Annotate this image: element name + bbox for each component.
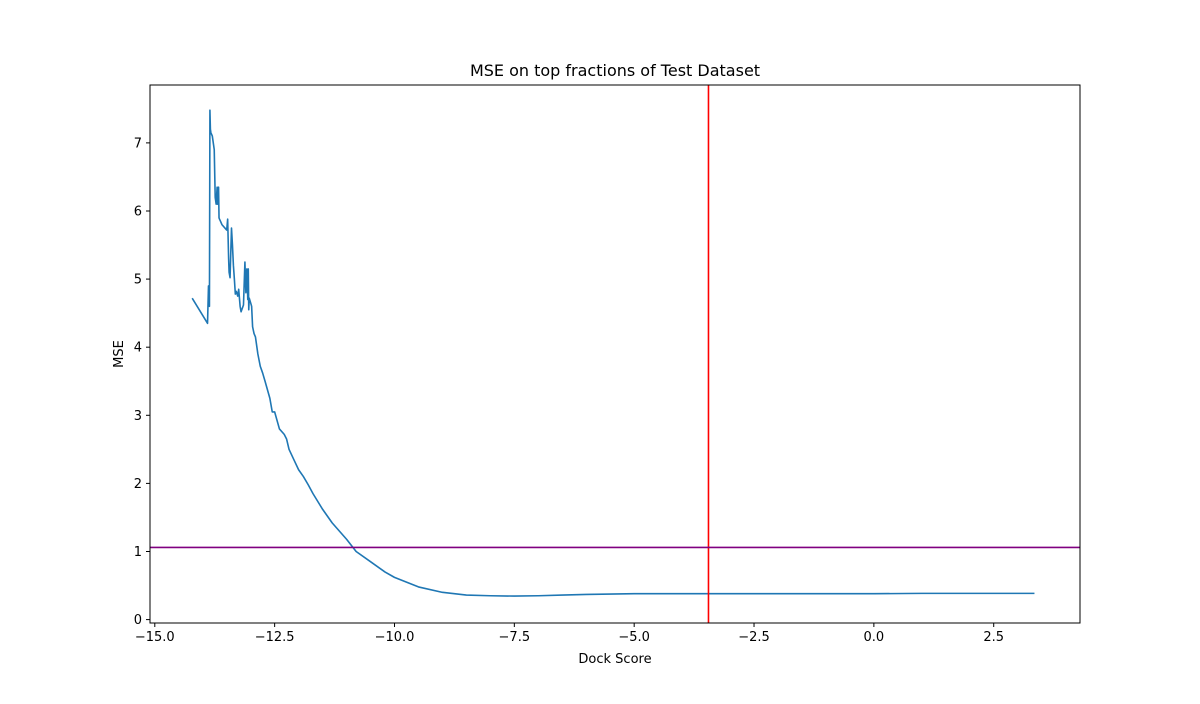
y-tick-label: 4 [134, 341, 142, 356]
x-tick-label: −10.0 [375, 630, 415, 645]
x-tick-label: −15.0 [135, 630, 175, 645]
x-tick-label: −7.5 [499, 630, 531, 645]
y-tick-label: 7 [134, 136, 142, 151]
plot-content [150, 85, 1080, 623]
y-tick-label: 3 [134, 409, 142, 424]
chart-title: MSE on top fractions of Test Dataset [470, 61, 760, 80]
x-tick-label: 2.5 [983, 630, 1004, 645]
x-tick-label: −5.0 [618, 630, 650, 645]
plot-frame [149, 84, 1081, 624]
y-tick-label: 0 [134, 613, 142, 628]
x-tick-label: −12.5 [255, 630, 295, 645]
y-axis-label: MSE [112, 340, 127, 368]
y-tick-label: 6 [134, 204, 142, 219]
plot-area [150, 85, 1080, 623]
y-tick-label: 5 [134, 273, 142, 288]
y-axis: 0 1 2 3 4 5 6 7 [134, 136, 150, 628]
x-axis-label: Dock Score [578, 652, 651, 667]
x-tick-label: −2.5 [738, 630, 770, 645]
series-line-0 [191, 109, 1035, 597]
y-tick-label: 1 [134, 545, 142, 560]
x-axis: −15.0 −12.5 −10.0 −7.5 −5.0 −2.5 0.0 2.5 [135, 623, 1004, 645]
x-tick-label: 0.0 [864, 630, 885, 645]
y-tick-label: 2 [134, 477, 142, 492]
